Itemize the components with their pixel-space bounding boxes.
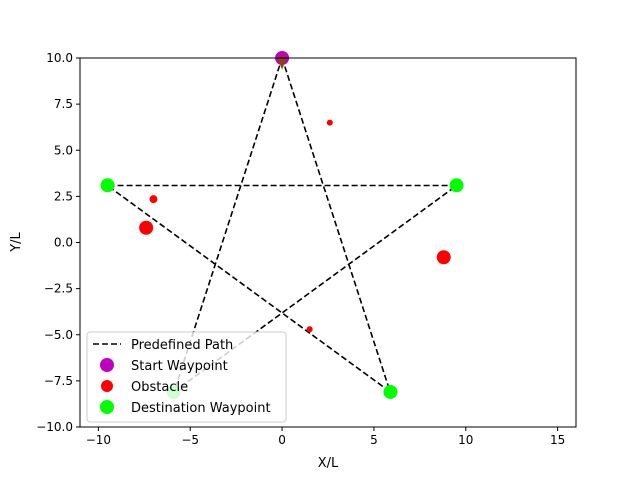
x-tick-label: 10: [458, 433, 473, 447]
obstacle-point: [436, 250, 451, 265]
obstacle-point: [139, 220, 154, 235]
obstacle-point: [306, 326, 313, 333]
vehicle-marker: [277, 56, 288, 70]
obstacle-point: [149, 195, 158, 204]
x-tick-label: 5: [370, 433, 378, 447]
legend-predefined-path-label: Predefined Path: [131, 338, 233, 353]
y-tick-label: 5.0: [54, 143, 73, 157]
legend-obstacle-label: Obstacle: [131, 380, 188, 395]
y-axis: −10.0 −7.5 −5.0 −2.5 0.0 2.5 5.0 7.5 10.0: [36, 51, 80, 434]
y-tick-label: 7.5: [54, 97, 73, 111]
y-axis-label: Y/L: [9, 231, 24, 252]
legend-frame: [86, 331, 287, 423]
legend-start-waypoint-label: Start Waypoint: [131, 359, 228, 374]
y-tick-label: −2.5: [44, 282, 73, 296]
destination-waypoint-point: [100, 178, 115, 193]
y-tick-label: −10.0: [36, 420, 73, 434]
x-axis-label: X/L: [318, 456, 339, 471]
obstacle-point: [326, 119, 333, 126]
y-tick-label: −7.5: [44, 374, 73, 388]
destination-waypoint-point: [383, 384, 398, 399]
legend-start-waypoint-marker: [100, 358, 114, 372]
x-axis: −10 −5 0 5 10 15: [86, 427, 565, 447]
y-tick-label: 10.0: [46, 51, 73, 65]
destination-waypoint-point: [449, 178, 464, 193]
y-tick-label: 2.5: [54, 189, 73, 203]
x-tick-label: −5: [181, 433, 199, 447]
legend: Predefined Path Start Waypoint Obstacle …: [86, 331, 287, 423]
legend-destination-waypoint-label: Destination Waypoint: [131, 401, 271, 416]
y-tick-label: −5.0: [44, 328, 73, 342]
y-tick-label: 0.0: [54, 236, 73, 250]
x-tick-label: −10: [86, 433, 111, 447]
legend-obstacle-marker: [101, 380, 113, 392]
x-tick-label: 15: [550, 433, 565, 447]
x-tick-label: 0: [278, 433, 286, 447]
legend-destination-waypoint-marker: [100, 400, 114, 414]
